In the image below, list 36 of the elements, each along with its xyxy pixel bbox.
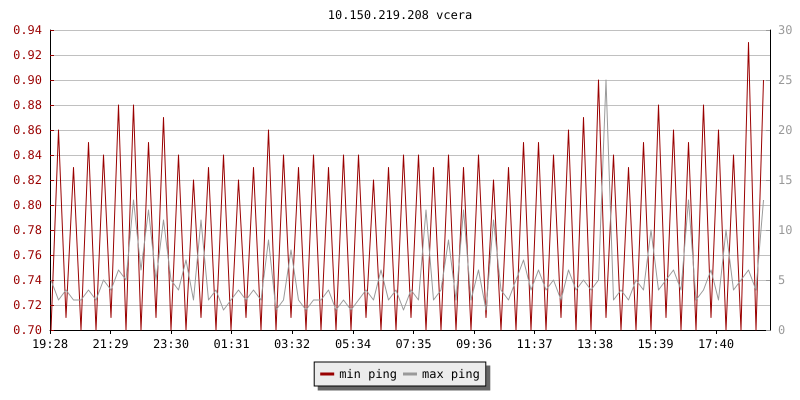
x-tick-label: 19:28 [32,337,68,351]
y-tick-label: 0.88 [13,98,42,112]
y-tick-label: 0.76 [13,248,42,262]
y-tick-label: 0.92 [13,48,42,62]
y2-tick-label: 30 [778,23,792,37]
chart-title: 10.150.219.208 vcera [328,8,472,22]
x-tick-label: 01:31 [213,337,250,351]
y-tick-label: 0.94 [13,23,42,37]
y-tick-label: 0.74 [13,273,42,287]
y2-tick-label: 5 [778,273,786,287]
y-tick-label: 0.72 [13,298,42,312]
legend-label: min ping [339,367,397,381]
x-tick-label: 17:40 [698,337,734,351]
x-tick-label: 05:34 [334,337,372,351]
x-tick-label: 07:35 [395,337,432,351]
y-tick-label: 0.82 [13,173,42,187]
y2-tick-label: 20 [778,123,792,137]
x-tick-label: 15:39 [637,337,674,351]
x-tick-label: 23:30 [152,337,190,351]
x-tick-label: 21:29 [92,337,129,351]
y-tick-label: 0.78 [13,223,42,237]
y-tick-label: 0.90 [13,73,42,87]
line-series [50,80,764,310]
y-tick-label: 0.80 [13,198,42,212]
y2-tick-label: 25 [778,73,792,87]
x-tick-label: 13:38 [576,337,614,351]
x-tick-label: 09:36 [456,337,492,351]
legend-label: max ping [422,367,480,381]
y2-tick-label: 0 [778,323,786,337]
y-tick-label: 0.86 [13,123,42,137]
y-tick-label: 0.70 [13,323,42,337]
x-tick-label: 11:37 [516,337,553,351]
y-tick-label: 0.84 [13,148,42,162]
x-tick-label: 03:32 [274,337,310,351]
y2-tick-label: 15 [778,173,792,187]
y2-tick-label: 10 [778,223,792,237]
